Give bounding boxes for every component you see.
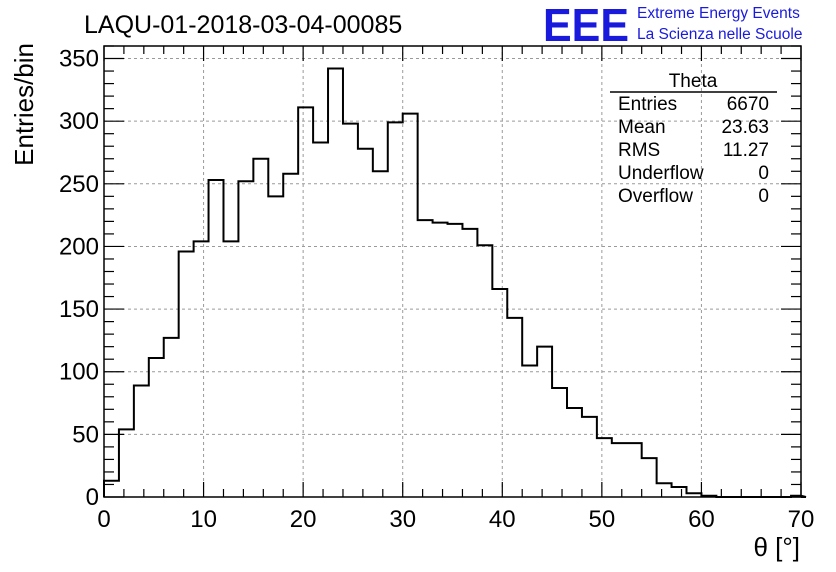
y-tick-label: 100 [59, 359, 99, 386]
stats-value: 23.63 [721, 117, 769, 138]
y-tick-label: 300 [59, 108, 99, 135]
histogram-bin [328, 69, 343, 497]
histogram-bin [672, 487, 687, 497]
x-tick-label: 70 [788, 506, 815, 533]
stats-label: Entries [618, 94, 677, 115]
logo-line-2: La Scienza nelle Scuole [637, 26, 802, 43]
y-tick-label: 350 [59, 46, 99, 73]
histogram-bin [597, 438, 612, 497]
x-tick-label: 0 [97, 506, 110, 533]
histogram-bin [149, 358, 164, 497]
histogram-bin [134, 386, 149, 497]
x-tick-labels: 0 10 20 30 40 50 60 70 [97, 506, 814, 533]
histogram-bin [104, 481, 119, 497]
histogram-bin [552, 388, 567, 497]
histogram-bin [403, 114, 418, 497]
grid-lines [104, 46, 801, 497]
histogram-bin [164, 338, 179, 497]
histogram-bin [612, 443, 627, 497]
histogram-bin [492, 289, 507, 497]
x-tick-label: 40 [489, 506, 516, 533]
histogram-bin [194, 241, 209, 497]
stats-value: 11.27 [723, 140, 769, 161]
histogram-bin [209, 180, 224, 497]
stats-value: 0 [758, 163, 769, 184]
histogram-bin [283, 174, 298, 497]
histogram-bin [253, 159, 268, 497]
histogram-bin [537, 347, 552, 497]
stats-label: Mean [618, 117, 666, 138]
histogram-bin [238, 181, 253, 497]
x-tick-label: 30 [389, 506, 416, 533]
stats-title: Theta [669, 71, 718, 92]
stats-label: Underflow [618, 163, 704, 184]
histogram-bin [507, 318, 522, 497]
eee-logo-mark: EEE [543, 0, 629, 51]
y-tick-label: 0 [86, 484, 99, 511]
y-tick-labels: 0 50 100 150 200 250 300 350 [59, 46, 99, 511]
x-tick-label: 60 [688, 506, 715, 533]
stats-value: 0 [758, 186, 769, 207]
histogram-bin [582, 417, 597, 497]
x-tick-label: 10 [190, 506, 217, 533]
histogram-bin [119, 429, 134, 497]
histogram-bin [388, 122, 403, 497]
histogram-bin [522, 365, 537, 497]
y-tick-label: 250 [59, 171, 99, 198]
stats-label: Overflow [618, 186, 693, 207]
histogram-bin [358, 149, 373, 497]
x-axis-label: θ [°] [753, 532, 800, 562]
y-tick-label: 150 [59, 296, 99, 323]
x-tick-label: 50 [589, 506, 616, 533]
histogram-bin [448, 224, 463, 497]
plot-frame [103, 45, 802, 498]
histogram-bin [373, 171, 388, 497]
y-tick-label: 50 [72, 421, 99, 448]
histogram-bin [418, 220, 433, 497]
histogram-series [103, 67, 807, 498]
histogram-bin [462, 229, 477, 497]
stats-label: RMS [618, 140, 660, 161]
stats-box: Theta Entries 6670 Mean 23.63 RMS 11.27 Underf… [610, 71, 777, 207]
histogram-bin [313, 142, 328, 497]
histogram-bin [433, 223, 448, 497]
histogram-bin [642, 458, 657, 497]
x-tick-label: 20 [290, 506, 317, 533]
histogram-bin [343, 124, 358, 497]
axis-ticks [103, 45, 802, 498]
logo-line-1: Extreme Energy Events [637, 5, 800, 22]
y-axis-label: Entries/bin [9, 43, 39, 166]
histogram-bin [179, 251, 194, 497]
histogram-bin [298, 107, 313, 497]
histogram-bin [477, 245, 492, 497]
histogram-bin [223, 241, 238, 497]
chart-title: LAQU-01-2018-03-04-00085 [84, 11, 402, 39]
histogram-bin [627, 443, 642, 497]
stats-rows: Entries 6670 Mean 23.63 RMS 11.27 Underflow 0 Ov… [618, 94, 769, 207]
stats-value: 6670 [727, 94, 769, 115]
histogram-bin [268, 196, 283, 497]
histogram-bin [657, 483, 672, 497]
y-tick-label: 200 [59, 233, 99, 260]
histogram-bin [567, 408, 582, 497]
